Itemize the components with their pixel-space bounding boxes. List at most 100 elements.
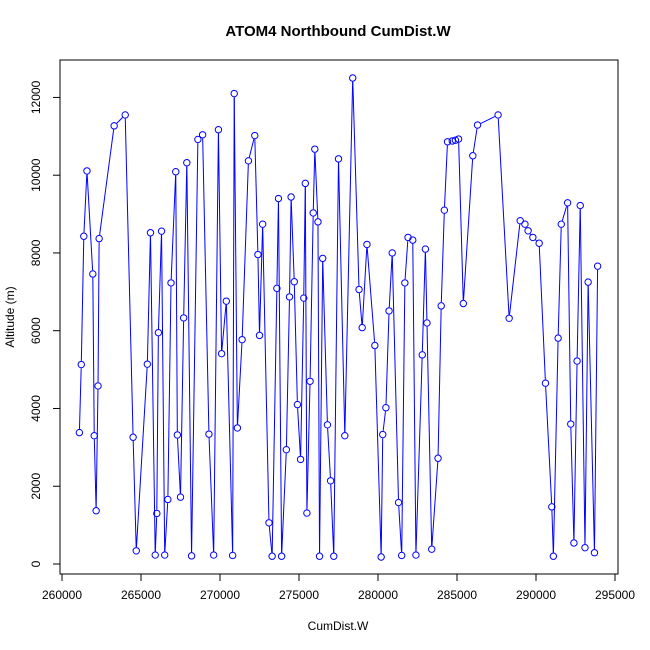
series-line-segment <box>232 97 235 552</box>
series-line-segment <box>83 174 88 233</box>
series-line-segment <box>587 285 595 550</box>
series-line-segment <box>380 438 384 554</box>
data-point <box>314 218 322 226</box>
data-point <box>584 278 592 286</box>
data-point <box>437 302 445 310</box>
series-line-segment <box>300 301 305 456</box>
series-line-segment <box>322 262 328 422</box>
series-line-segment <box>579 209 586 544</box>
series-line-segment <box>552 341 559 553</box>
data-point <box>454 135 463 143</box>
x-axis: 260000 265000 270000 275000 280000 285000 2900… <box>42 574 635 602</box>
data-point <box>443 138 452 146</box>
series-line-segment <box>150 236 156 552</box>
data-point <box>521 220 529 228</box>
series-line-segment <box>437 309 442 455</box>
series-line-segment <box>404 241 409 280</box>
series-line-segment <box>557 227 562 335</box>
series-line-segment <box>225 304 234 552</box>
data-point <box>258 220 267 228</box>
data-point <box>94 382 102 390</box>
series-line-segment <box>317 225 321 553</box>
series-line-segment <box>124 118 134 434</box>
data-point <box>80 232 88 240</box>
data-point <box>412 551 420 559</box>
data-point <box>494 111 502 119</box>
data-point <box>89 270 97 278</box>
series-line-segment <box>135 367 148 548</box>
data-point <box>287 193 295 201</box>
series-line-segment <box>208 437 215 552</box>
data-point <box>385 307 393 315</box>
series-line-segment <box>576 209 581 358</box>
data-point <box>469 152 477 160</box>
data-point <box>157 227 166 235</box>
data-point <box>311 145 319 153</box>
data-point <box>428 545 436 553</box>
series-line-segment <box>290 200 295 279</box>
x-tick-label: 260000 <box>42 588 82 602</box>
series-line-segment <box>444 145 448 207</box>
series-line-segment <box>217 133 223 350</box>
plot-frame <box>59 59 619 575</box>
data-point <box>398 551 406 560</box>
data-point <box>423 319 431 327</box>
series-line-segment <box>358 293 363 324</box>
series-line-segment <box>319 262 324 553</box>
data-point <box>418 351 426 359</box>
series-line-segment <box>570 427 575 540</box>
y-tick-label: 10000 <box>29 158 43 192</box>
y-tick-label: 0 <box>29 560 43 567</box>
data-point <box>363 240 371 249</box>
series-line-segment <box>472 128 478 153</box>
data-point <box>154 328 163 337</box>
data-point <box>358 323 366 332</box>
x-axis-label: CumDist.W <box>308 619 369 633</box>
series-line-segment <box>180 321 185 494</box>
series-line-segment <box>401 286 406 552</box>
data-point <box>349 74 357 82</box>
data-point <box>143 360 152 368</box>
y-tick-label: 2000 <box>29 473 43 500</box>
data-point <box>274 194 283 203</box>
series-line-segment <box>412 243 417 552</box>
data-point <box>541 379 550 387</box>
series-line-segment <box>333 162 339 553</box>
data-point <box>315 552 324 560</box>
series-line-segment <box>97 242 100 383</box>
data-point <box>341 431 349 440</box>
data-point <box>217 349 226 358</box>
data-point <box>233 424 242 432</box>
series-line-segment <box>146 236 151 361</box>
series-line-segment <box>254 139 259 251</box>
data-point <box>326 477 335 485</box>
data-point <box>187 552 196 560</box>
data-point <box>92 507 100 515</box>
y-tick-label: 8000 <box>29 239 43 266</box>
series-line-segment <box>431 461 439 546</box>
data-point <box>161 551 169 559</box>
data-point <box>205 430 213 438</box>
series-line-segment <box>164 503 169 552</box>
data-point <box>309 209 317 217</box>
series-line-segment <box>312 152 316 210</box>
data-point <box>265 519 273 527</box>
data-point <box>238 335 246 344</box>
data-point <box>121 111 129 119</box>
data-point <box>183 159 191 167</box>
data-point <box>151 551 159 559</box>
data-point <box>573 357 581 365</box>
data-point <box>214 126 223 134</box>
data-point <box>228 551 237 560</box>
x-tick-label: 270000 <box>200 588 240 602</box>
data-point <box>563 199 572 207</box>
series-line-segment <box>259 227 264 332</box>
series-line-segment <box>344 81 354 433</box>
series-line-segment <box>573 364 578 540</box>
data-point <box>355 285 363 294</box>
data-point <box>330 552 338 560</box>
series-line-segment <box>480 116 495 124</box>
data-point <box>277 552 286 560</box>
data-point <box>371 341 379 350</box>
series-layer <box>75 74 602 561</box>
